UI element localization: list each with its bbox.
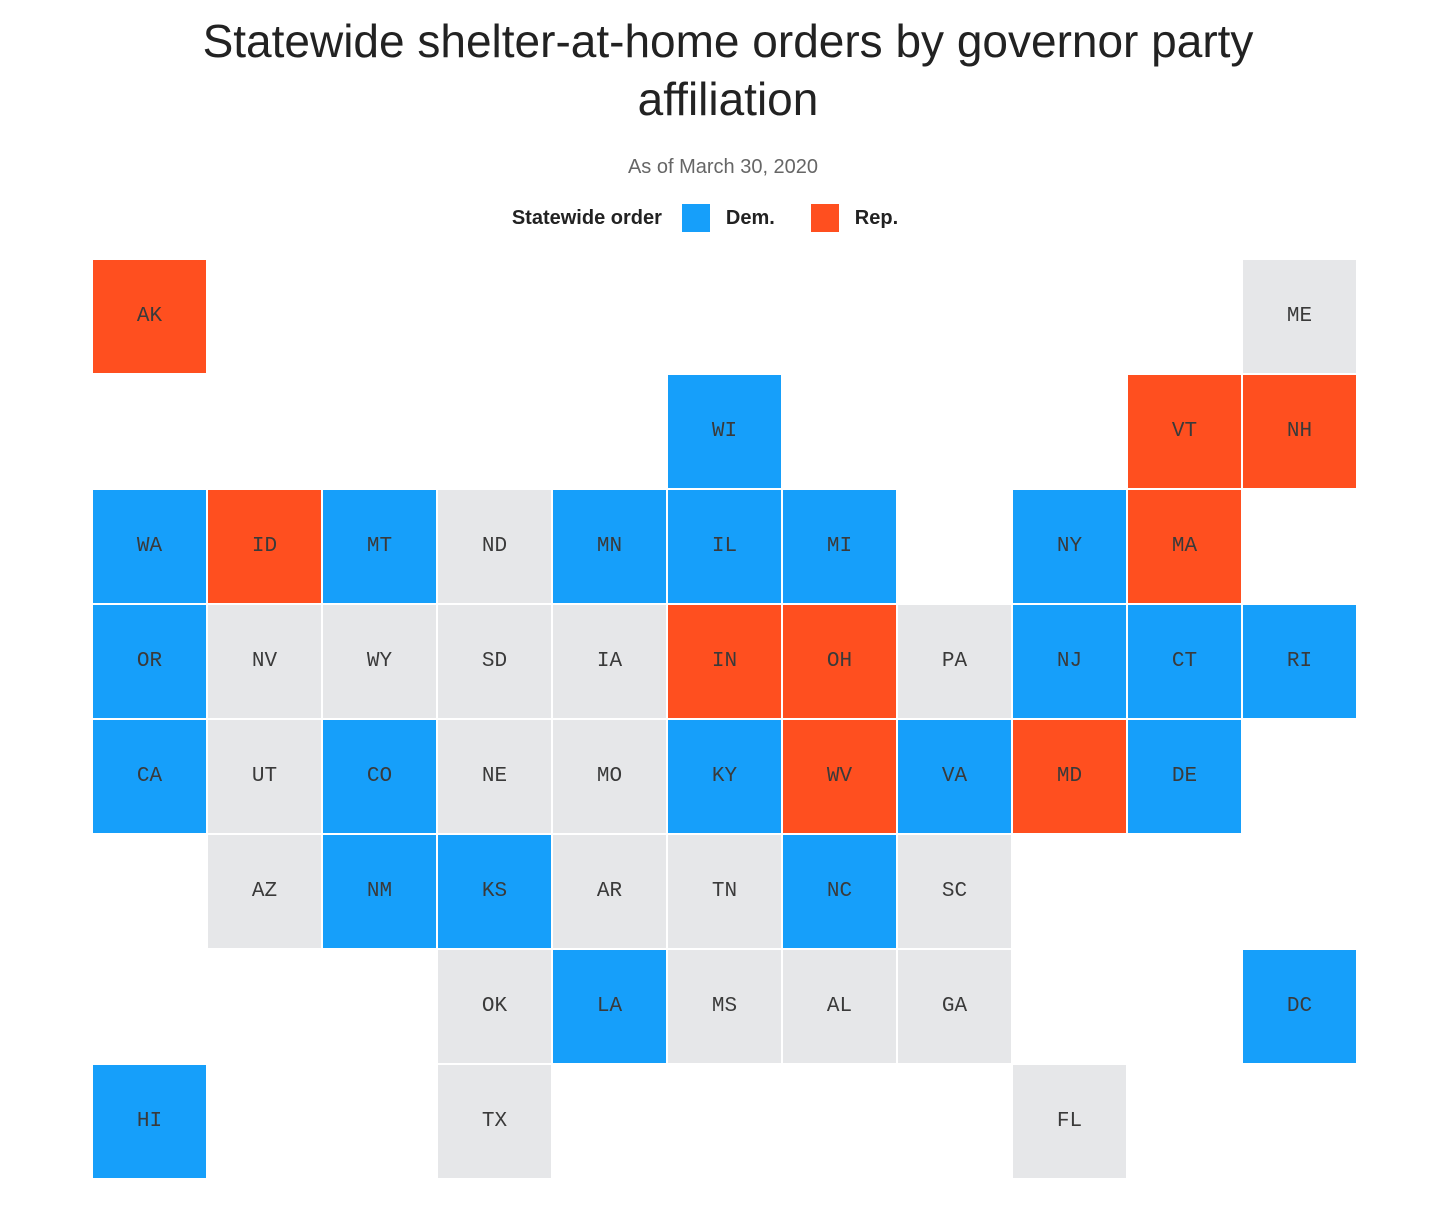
state-tile-nm: NM: [323, 835, 436, 948]
state-tile-tx: TX: [438, 1065, 551, 1178]
state-tile-vt: VT: [1128, 375, 1241, 488]
state-tile-nv: NV: [208, 605, 321, 718]
state-tile-me: ME: [1243, 260, 1356, 373]
state-tile-mo: MO: [553, 720, 666, 833]
state-tile-ks: KS: [438, 835, 551, 948]
state-tile-pa: PA: [898, 605, 1011, 718]
legend: Statewide order Dem. Rep.: [0, 204, 1410, 232]
state-tile-ut: UT: [208, 720, 321, 833]
state-tile-wi: WI: [668, 375, 781, 488]
state-tile-ok: OK: [438, 950, 551, 1063]
state-tile-ct: CT: [1128, 605, 1241, 718]
state-tile-ny: NY: [1013, 490, 1126, 603]
state-tile-ga: GA: [898, 950, 1011, 1063]
legend-item-dem: Dem.: [681, 204, 775, 232]
state-tile-sd: SD: [438, 605, 551, 718]
state-tile-az: AZ: [208, 835, 321, 948]
state-tile-fl: FL: [1013, 1065, 1126, 1178]
state-tile-oh: OH: [783, 605, 896, 718]
state-tile-co: CO: [323, 720, 436, 833]
state-tile-or: OR: [93, 605, 206, 718]
state-tile-ri: RI: [1243, 605, 1356, 718]
state-tile-ak: AK: [93, 260, 206, 373]
state-tile-sc: SC: [898, 835, 1011, 948]
state-tile-ma: MA: [1128, 490, 1241, 603]
legend-item-rep: Rep.: [810, 204, 899, 232]
state-tile-mi: MI: [783, 490, 896, 603]
state-tile-md: MD: [1013, 720, 1126, 833]
state-tile-nd: ND: [438, 490, 551, 603]
tile-map: AK ME WI VT NH WA ID MT ND MN IL MI NY MA OR NV WY SD IA IN…: [93, 260, 1357, 1180]
state-tile-il: IL: [668, 490, 781, 603]
state-tile-nc: NC: [783, 835, 896, 948]
state-tile-dc: DC: [1243, 950, 1356, 1063]
state-tile-mn: MN: [553, 490, 666, 603]
state-tile-id: ID: [208, 490, 321, 603]
legend-swatch-dem: [681, 204, 710, 232]
state-tile-wa: WA: [93, 490, 206, 603]
state-tile-ia: IA: [553, 605, 666, 718]
state-tile-wy: WY: [323, 605, 436, 718]
state-tile-mt: MT: [323, 490, 436, 603]
state-tile-tn: TN: [668, 835, 781, 948]
chart-subtitle: As of March 30, 2020: [627, 156, 819, 178]
legend-swatch-rep: [810, 204, 839, 232]
legend-label-rep: Rep.: [854, 206, 899, 229]
state-tile-al: AL: [783, 950, 896, 1063]
legend-title: Statewide order: [511, 206, 662, 229]
state-tile-in: IN: [668, 605, 781, 718]
state-tile-nj: NJ: [1013, 605, 1126, 718]
state-tile-hi: HI: [93, 1065, 206, 1178]
state-tile-va: VA: [898, 720, 1011, 833]
state-tile-ne: NE: [438, 720, 551, 833]
state-tile-nh: NH: [1243, 375, 1356, 488]
state-tile-ca: CA: [93, 720, 206, 833]
state-tile-de: DE: [1128, 720, 1241, 833]
state-tile-ar: AR: [553, 835, 666, 948]
state-tile-la: LA: [553, 950, 666, 1063]
state-tile-ky: KY: [668, 720, 781, 833]
state-tile-wv: WV: [783, 720, 896, 833]
chart-title: Statewide shelter-at-home orders by gove…: [202, 15, 1254, 125]
state-tile-ms: MS: [668, 950, 781, 1063]
legend-label-dem: Dem.: [725, 206, 775, 229]
